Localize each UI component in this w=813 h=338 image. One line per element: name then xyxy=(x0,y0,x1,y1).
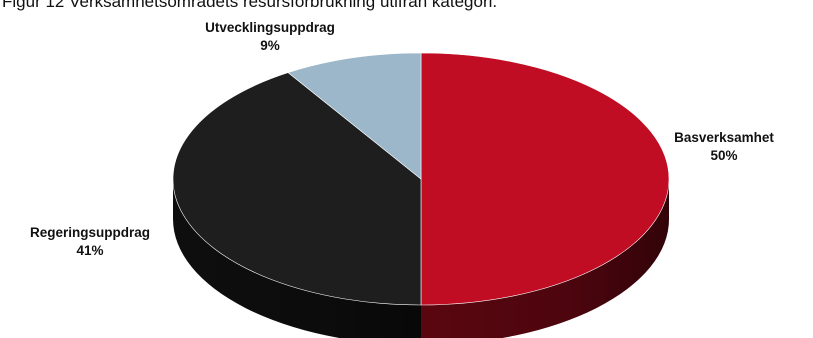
data-label-utvecklingsuppdrag: Utvecklingsuppdrag xyxy=(205,20,335,35)
data-value-utvecklingsuppdrag: 9% xyxy=(260,38,280,53)
pie-side-shade-basverksamhet xyxy=(421,179,669,338)
pie-slice-regeringsuppdrag xyxy=(172,72,422,306)
data-value-regeringsuppdrag: 41% xyxy=(76,243,103,258)
pie-slice-basverksamhet xyxy=(420,52,670,306)
chart-title: Figur 12 Verksamhetsområdets resursförbr… xyxy=(2,0,498,11)
pie-side-shade-regeringsuppdrag xyxy=(173,179,421,338)
data-label-regeringsuppdrag: Regeringsuppdrag xyxy=(30,225,150,240)
data-value-basverksamhet: 50% xyxy=(710,148,737,163)
data-label-basverksamhet: Basverksamhet xyxy=(674,130,774,145)
pie-slice-utvecklingsuppdrag xyxy=(287,52,422,180)
